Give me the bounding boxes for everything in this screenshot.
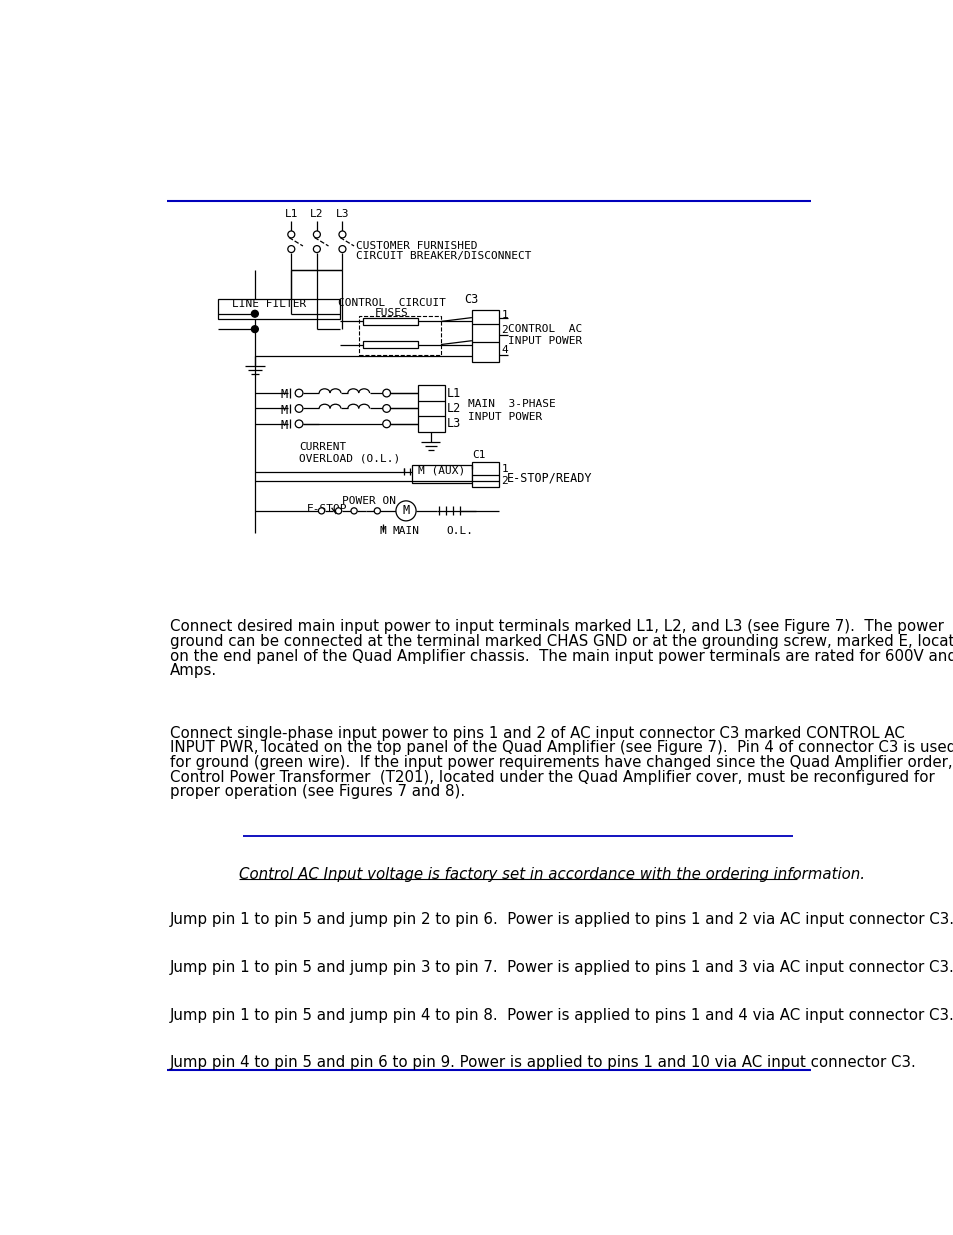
Text: M: M	[402, 504, 409, 517]
Text: CIRCUIT BREAKER/DISCONNECT: CIRCUIT BREAKER/DISCONNECT	[355, 252, 531, 262]
Text: E-STOP: E-STOP	[306, 504, 347, 514]
Text: 2: 2	[500, 325, 508, 335]
Text: 4: 4	[500, 345, 508, 354]
Text: C3: C3	[464, 293, 477, 306]
Text: L1: L1	[447, 387, 461, 400]
Text: Jump pin 4 to pin 5 and pin 6 to pin 9. Power is applied to pins 1 and 10 via AC: Jump pin 4 to pin 5 and pin 6 to pin 9. …	[170, 1055, 916, 1071]
Bar	[359, 316, 440, 354]
Circle shape	[252, 326, 258, 332]
Text: CUSTOMER FURNISHED: CUSTOMER FURNISHED	[355, 241, 476, 251]
Text: Jump pin 1 to pin 5 and jump pin 4 to pin 8.  Power is applied to pins 1 and 4 v: Jump pin 1 to pin 5 and jump pin 4 to pi…	[170, 1008, 953, 1023]
Text: FUSES: FUSES	[375, 309, 409, 319]
Text: O.L.: O.L.	[446, 526, 474, 536]
Text: POWER ON: POWER ON	[341, 496, 395, 506]
Text: L3: L3	[447, 417, 461, 430]
Circle shape	[288, 231, 294, 238]
Text: LINE FILTER: LINE FILTER	[232, 299, 306, 309]
Text: L2: L2	[447, 401, 461, 415]
Text: M (AUX): M (AUX)	[417, 466, 464, 475]
Text: L3: L3	[335, 209, 349, 219]
Text: L2: L2	[310, 209, 323, 219]
Text: on the end panel of the Quad Amplifier chassis.  The main input power terminals : on the end panel of the Quad Amplifier c…	[170, 648, 953, 663]
Bar	[363, 341, 417, 348]
Circle shape	[382, 420, 390, 427]
Text: INPUT PWR, located on the top panel of the Quad Amplifier (see Figure 7).  Pin 4: INPUT PWR, located on the top panel of t…	[170, 740, 953, 756]
Bar	[472, 310, 498, 362]
Circle shape	[313, 246, 320, 252]
Circle shape	[252, 310, 258, 317]
Text: M: M	[280, 419, 287, 432]
Text: L1: L1	[284, 209, 297, 219]
Circle shape	[294, 405, 303, 412]
Circle shape	[294, 389, 303, 396]
Text: Amps.: Amps.	[170, 663, 216, 678]
Text: OVERLOAD (O.L.): OVERLOAD (O.L.)	[298, 453, 400, 463]
Text: M: M	[379, 526, 386, 536]
Text: Jump pin 1 to pin 5 and jump pin 3 to pin 7.  Power is applied to pins 1 and 3 v: Jump pin 1 to pin 5 and jump pin 3 to pi…	[170, 960, 953, 974]
Text: Control AC Input voltage is factory set in accordance with the ordering informat: Control AC Input voltage is factory set …	[239, 867, 864, 882]
Text: C1: C1	[472, 450, 485, 461]
Circle shape	[374, 508, 380, 514]
Circle shape	[351, 508, 356, 514]
Circle shape	[288, 246, 294, 252]
Circle shape	[382, 405, 390, 412]
Circle shape	[382, 389, 390, 396]
Text: CONTROL  AC: CONTROL AC	[508, 324, 582, 333]
Circle shape	[313, 231, 320, 238]
Circle shape	[294, 420, 303, 427]
Circle shape	[338, 246, 346, 252]
Text: Connect desired main input power to input terminals marked L1, L2, and L3 (see F: Connect desired main input power to inpu…	[170, 620, 943, 635]
Text: 1: 1	[500, 464, 508, 474]
Text: M: M	[280, 404, 287, 416]
Text: MAIN: MAIN	[392, 526, 419, 536]
Text: 2: 2	[500, 477, 508, 487]
Text: ground can be connected at the terminal marked CHAS GND or at the grounding scre: ground can be connected at the terminal …	[170, 634, 953, 650]
Circle shape	[335, 508, 341, 514]
Circle shape	[318, 508, 324, 514]
Text: INPUT POWER: INPUT POWER	[508, 336, 582, 346]
Bar	[417, 385, 444, 431]
Text: Control Power Transformer  (T201), located under the Quad Amplifier cover, must : Control Power Transformer (T201), locate…	[170, 769, 933, 784]
Text: MAIN  3-PHASE: MAIN 3-PHASE	[468, 399, 556, 409]
Text: proper operation (see Figures 7 and 8).: proper operation (see Figures 7 and 8).	[170, 784, 464, 799]
Text: Connect single-phase input power to pins 1 and 2 of AC input connector C3 marked: Connect single-phase input power to pins…	[170, 726, 903, 741]
Circle shape	[338, 231, 346, 238]
Text: Jump pin 1 to pin 5 and jump pin 2 to pin 6.  Power is applied to pins 1 and 2 v: Jump pin 1 to pin 5 and jump pin 2 to pi…	[170, 911, 953, 927]
Text: E-STOP/READY: E-STOP/READY	[506, 472, 592, 484]
Text: for ground (green wire).  If the input power requirements have changed since the: for ground (green wire). If the input po…	[170, 755, 953, 769]
Bar	[363, 317, 417, 325]
Text: CURRENT: CURRENT	[298, 442, 346, 452]
Text: INPUT POWER: INPUT POWER	[468, 411, 541, 421]
Bar	[217, 299, 340, 319]
Text: CONTROL  CIRCUIT: CONTROL CIRCUIT	[337, 299, 446, 309]
Bar	[412, 466, 472, 483]
Text: 1: 1	[500, 310, 508, 320]
Circle shape	[395, 501, 416, 521]
Text: M: M	[280, 388, 287, 401]
Bar	[472, 462, 498, 487]
